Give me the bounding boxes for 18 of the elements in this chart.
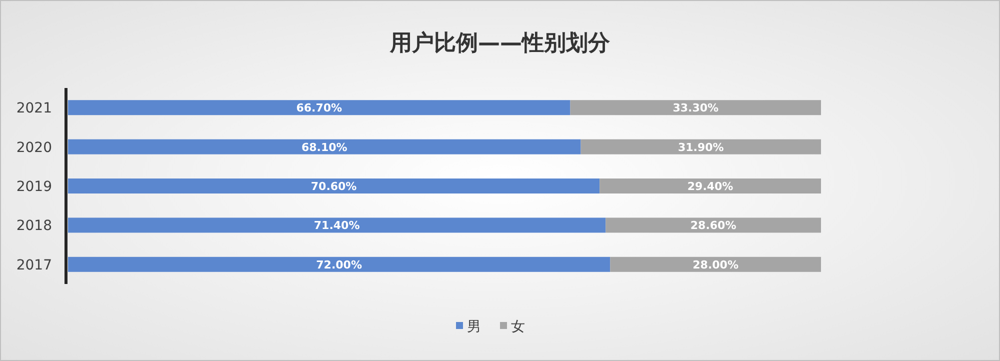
chart-title: 用户比例——性别划分: [389, 30, 611, 56]
legend-label: 男: [467, 319, 481, 335]
y-tick-label: 2021: [16, 100, 52, 117]
legend-label: 女: [511, 319, 525, 335]
data-label: 66.70%: [296, 102, 342, 115]
y-tick-label: 2017: [16, 257, 52, 274]
data-label: 28.60%: [690, 219, 736, 232]
data-label: 29.40%: [687, 180, 734, 193]
y-tick-label: 2018: [16, 218, 52, 234]
y-tick-label: 2019: [16, 179, 52, 195]
data-label: 71.40%: [314, 219, 360, 232]
data-label: 72.00%: [316, 258, 362, 272]
data-label: 68.10%: [301, 140, 348, 154]
data-label: 70.60%: [310, 180, 357, 193]
data-label: 31.90%: [678, 140, 724, 154]
y-tick-label: 2020: [16, 140, 52, 156]
data-label: 33.30%: [672, 102, 719, 115]
data-label: 28.00%: [692, 258, 738, 272]
